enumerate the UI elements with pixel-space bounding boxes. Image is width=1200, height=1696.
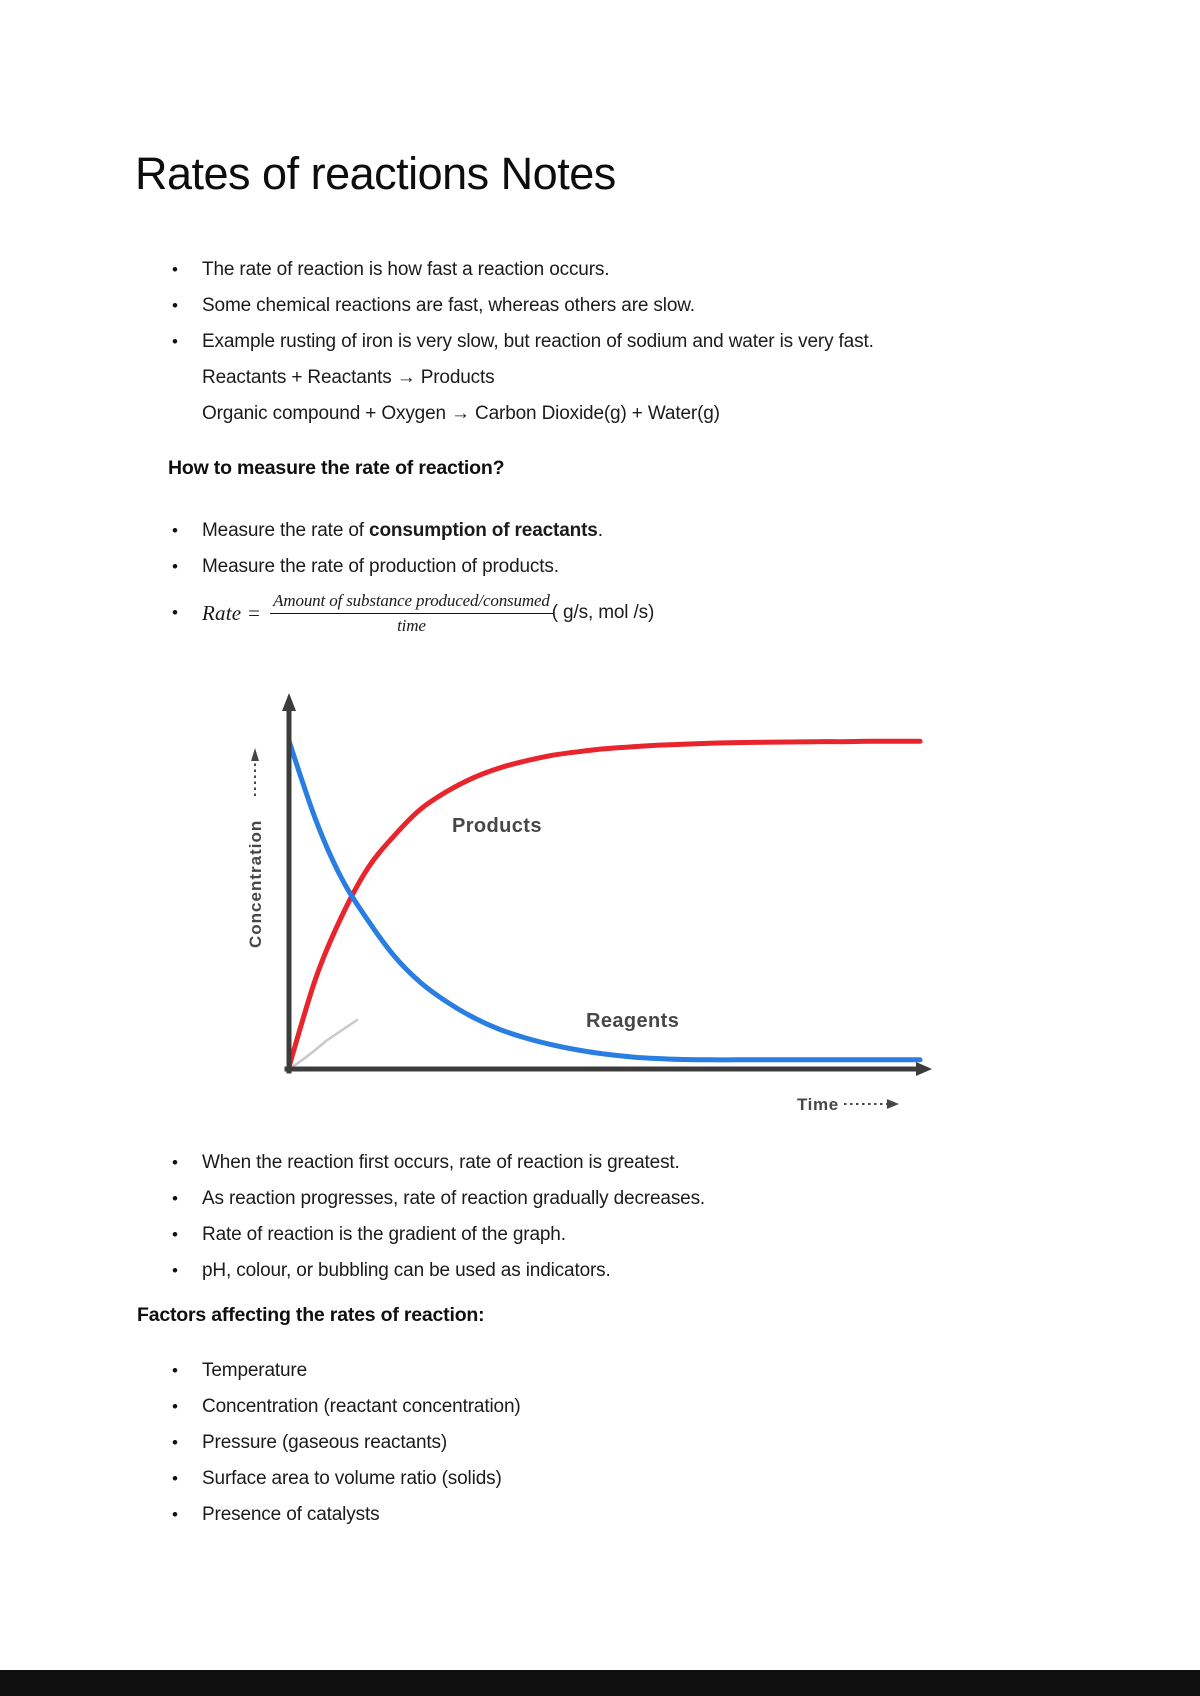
list-item-text: Rate of reaction is the gradient of the …: [202, 1224, 566, 1246]
equation-line: Reactants + Reactants → Products: [202, 367, 495, 389]
list-item: • Presence of catalysts: [172, 1497, 1065, 1533]
y-axis-label: Concentration: [246, 820, 265, 948]
text-fragment: Measure the rate of: [202, 520, 370, 542]
bullet-dot: •: [172, 1189, 178, 1209]
list-item: • Temperature: [172, 1353, 1065, 1389]
page-title: Rates of reactions Notes: [135, 148, 616, 199]
bullet-dot: •: [172, 1469, 178, 1489]
list-item: • Some chemical reactions are fast, wher…: [172, 288, 1065, 324]
list-item-text: pH, colour, or bubbling can be used as i…: [202, 1260, 611, 1282]
measure-bullet-list: • Measure the rate of consumption of rea…: [135, 513, 1065, 641]
list-item: • As reaction progresses, rate of reacti…: [172, 1181, 1065, 1217]
observations-bullet-list: • When the reaction first occurs, rate o…: [135, 1145, 1065, 1289]
list-item: • pH, colour, or bubbling can be used as…: [172, 1253, 1065, 1289]
bullet-dot: •: [172, 296, 178, 316]
bullet-dot: •: [172, 1153, 178, 1173]
list-item: • When the reaction first occurs, rate o…: [172, 1145, 1065, 1181]
bottom-bar: [0, 1670, 1200, 1696]
list-item-text: When the reaction first occurs, rate of …: [202, 1152, 680, 1174]
text-fragment: .: [597, 520, 603, 542]
list-item-text: Example rusting of iron is very slow, bu…: [202, 331, 874, 353]
bullet-dot: •: [172, 332, 178, 352]
rate-formula: Rate = Amount of substance produced/cons…: [202, 590, 654, 636]
document-content: Rates of reactions Notes • The rate of r…: [0, 148, 1200, 1533]
bullet-dot: •: [172, 521, 178, 541]
list-item-text: Pressure (gaseous reactants): [202, 1432, 448, 1454]
bullet-dot: •: [172, 260, 178, 280]
list-item: • Example rusting of iron is very slow, …: [172, 324, 1065, 360]
list-item: • Measure the rate of production of prod…: [172, 549, 1065, 585]
equation-line: Organic compound + Oxygen → Carbon Dioxi…: [202, 403, 720, 425]
formula-denominator: time: [397, 615, 426, 635]
concentration-time-graph: Concentration Time Products Reagents: [240, 658, 940, 1128]
bullet-dot: •: [172, 603, 178, 623]
bullet-dot: •: [172, 1225, 178, 1245]
list-item: • Rate of reaction is the gradient of th…: [172, 1217, 1065, 1253]
bullet-dot: •: [172, 1505, 178, 1525]
reagents-label: Reagents: [586, 1010, 679, 1032]
bullet-dot: •: [172, 557, 178, 577]
list-item-text: Surface area to volume ratio (solids): [202, 1468, 502, 1490]
factors-bullet-list: • Temperature • Concentration (reactant …: [135, 1353, 1065, 1533]
bullet-dot: •: [172, 1433, 178, 1453]
formula-lhs: Rate =: [202, 601, 262, 626]
y-label-arrowhead: [251, 748, 259, 762]
x-axis-arrowhead: [916, 1062, 932, 1077]
section-heading-factors: Factors affecting the rates of reaction:: [137, 1304, 485, 1327]
bullet-dot: •: [172, 1361, 178, 1381]
products-curve: [286, 738, 923, 1070]
list-item-text: Measure the rate of consumption of react…: [202, 513, 603, 549]
list-item-text: Measure the rate of production of produc…: [202, 556, 559, 578]
x-axis-label: Time: [797, 1095, 839, 1114]
list-item: • The rate of reaction is how fast a rea…: [172, 252, 1065, 288]
formula-units: ( g/s, mol /s): [551, 602, 655, 624]
list-item: • Concentration (reactant concentration): [172, 1389, 1065, 1425]
reagents-curve: [286, 738, 923, 1063]
bold-text-fragment: consumption of reactants: [369, 520, 598, 542]
formula-fraction: Amount of substance produced/consumed ti…: [270, 590, 553, 636]
intro-bullet-list: • The rate of reaction is how fast a rea…: [135, 252, 1065, 432]
list-item: • Surface area to volume ratio (solids): [172, 1461, 1065, 1497]
products-label: Products: [452, 815, 542, 837]
formula-numerator: Amount of substance produced/consumed: [270, 590, 553, 614]
section-heading-measure: How to measure the rate of reaction?: [168, 457, 505, 480]
bullet-dot: •: [172, 1261, 178, 1281]
list-item-text: Concentration (reactant concentration): [202, 1396, 521, 1418]
list-item: • Pressure (gaseous reactants): [172, 1425, 1065, 1461]
list-item-text: Temperature: [202, 1360, 308, 1382]
list-item-text: Presence of catalysts: [202, 1504, 380, 1526]
list-item-text: Some chemical reactions are fast, wherea…: [202, 295, 695, 317]
rate-formula-row: • Rate = Amount of substance produced/co…: [172, 585, 1065, 641]
list-item-text: As reaction progresses, rate of reaction…: [202, 1188, 706, 1210]
y-axis-arrowhead: [282, 693, 296, 712]
x-label-arrowhead: [887, 1099, 899, 1110]
list-item-text: The rate of reaction is how fast a react…: [202, 259, 610, 281]
list-item: • Measure the rate of consumption of rea…: [172, 513, 1065, 549]
graph-canvas: Concentration Time Products Reagents: [246, 693, 932, 1114]
bullet-dot: •: [172, 1397, 178, 1417]
